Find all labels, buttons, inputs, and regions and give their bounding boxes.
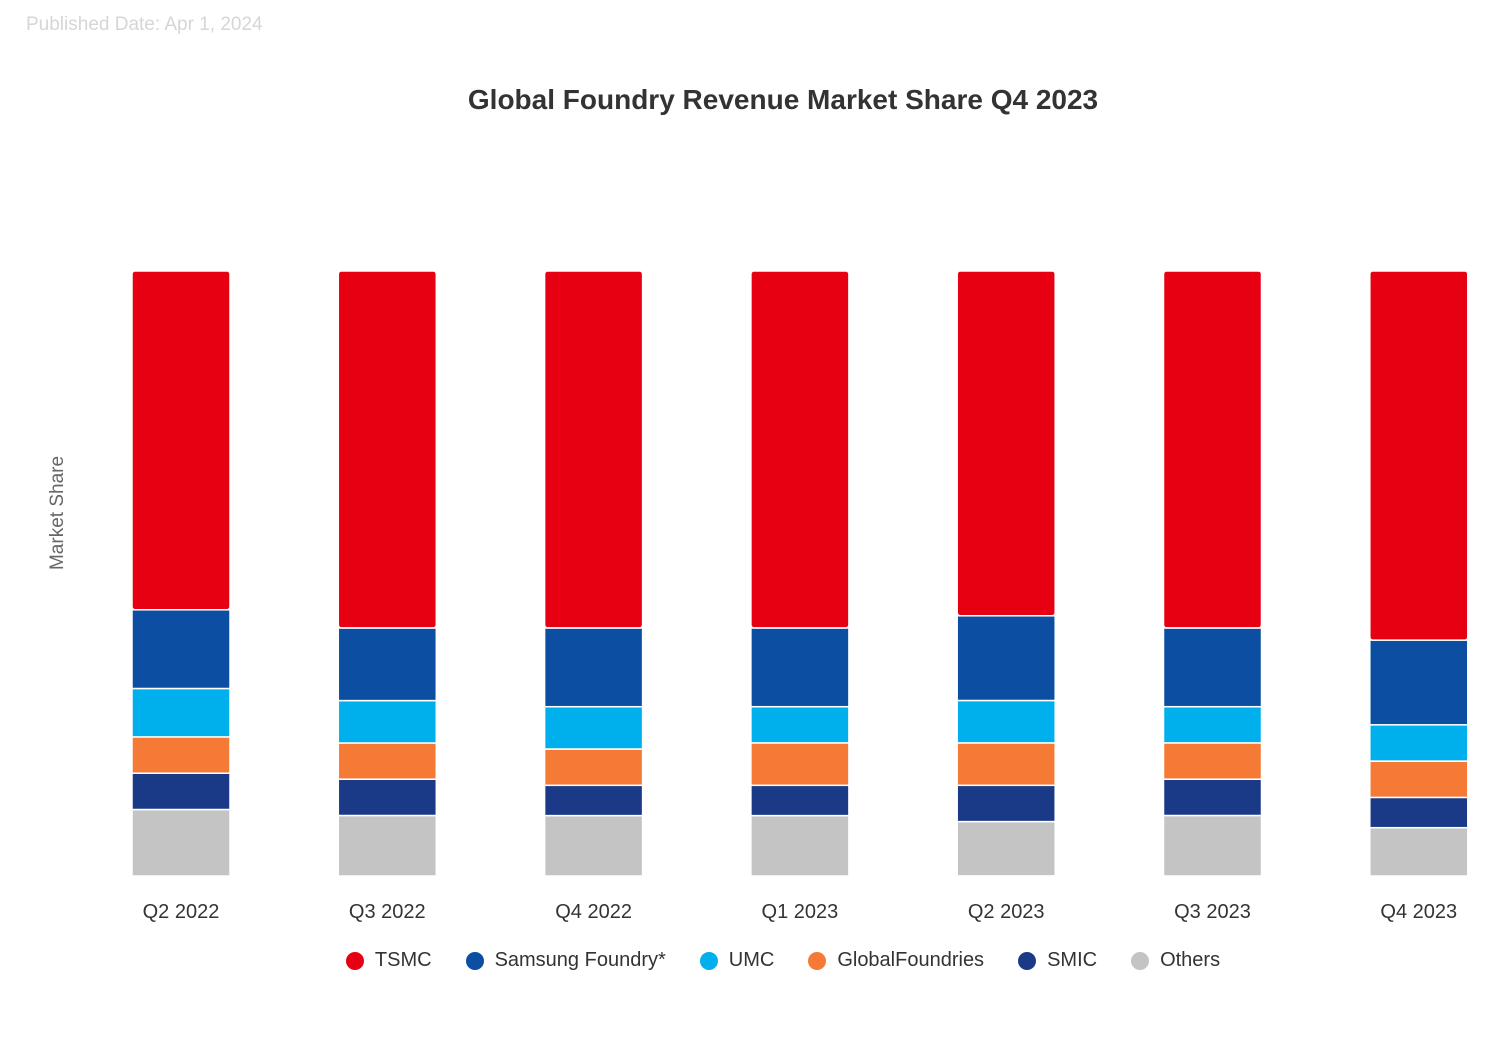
legend-item-smic[interactable]: SMIC [1018, 949, 1097, 972]
legend-label: GlobalFoundries [837, 949, 985, 971]
bar-segment-globalfoundries-q4-2022[interactable] [543, 748, 644, 787]
bar-segment-globalfoundries-q2-2023[interactable] [956, 742, 1056, 787]
bar-segment-umc-q3-2022[interactable] [337, 699, 438, 744]
y-axis-label: Market Share [47, 456, 68, 570]
bar-segment-tsmc-q2-2022[interactable] [131, 270, 231, 611]
legend-swatch [699, 951, 718, 970]
legend-label: TSMC [374, 949, 432, 971]
legend-item-globalfoundries[interactable]: GlobalFoundries [808, 949, 984, 972]
bar-segment-tsmc-q3-2023[interactable] [1162, 270, 1263, 629]
bar-segment-samsung-foundry-q3-2023[interactable] [1162, 627, 1263, 708]
legend-label: Others [1160, 949, 1221, 971]
bar-segment-globalfoundries-q3-2022[interactable] [337, 742, 438, 780]
bar-segment-globalfoundries-q2-2022[interactable] [131, 736, 231, 774]
published-date: Published Date: Apr 1, 2024 [26, 14, 263, 35]
bar-segment-tsmc-q3-2022[interactable] [337, 270, 438, 629]
bar-segment-tsmc-q2-2023[interactable] [956, 270, 1056, 617]
bar-segment-samsung-foundry-q4-2022[interactable] [543, 627, 644, 708]
bar-segment-tsmc-q4-2023[interactable] [1369, 270, 1469, 641]
bar-segment-umc-q2-2022[interactable] [131, 687, 231, 738]
bar-segment-smic-q3-2022[interactable] [337, 778, 438, 817]
bar-segment-others-q2-2023[interactable] [956, 820, 1056, 877]
legend-swatch [1018, 951, 1037, 970]
bar-segment-samsung-foundry-q2-2023[interactable] [956, 615, 1056, 702]
bar-segment-others-q4-2023[interactable] [1369, 826, 1469, 877]
x-tick-label: Q2 2023 [968, 901, 1045, 923]
bar-segment-umc-q4-2023[interactable] [1369, 724, 1469, 762]
bar-segment-smic-q4-2022[interactable] [543, 784, 644, 817]
bar-segment-samsung-foundry-q1-2023[interactable] [750, 627, 850, 708]
bar-segment-globalfoundries-q1-2023[interactable] [750, 742, 850, 787]
bar-segment-globalfoundries-q3-2023[interactable] [1162, 742, 1263, 780]
bar-segment-tsmc-q1-2023[interactable] [750, 270, 850, 629]
legend-item-tsmc[interactable]: TSMC [345, 949, 432, 972]
bar-segment-umc-q1-2023[interactable] [750, 705, 850, 744]
bar-segment-globalfoundries-q4-2023[interactable] [1369, 760, 1469, 799]
legend-item-others[interactable]: Others [1131, 949, 1220, 972]
bars-group [131, 270, 1469, 877]
bar-segment-others-q3-2022[interactable] [337, 814, 438, 877]
bar-segment-umc-q2-2023[interactable] [956, 699, 1056, 744]
legend-label: SMIC [1047, 949, 1098, 971]
legend-swatch [1131, 951, 1150, 970]
bar-segment-others-q2-2022[interactable] [131, 808, 231, 877]
x-tick-label: Q2 2022 [143, 901, 220, 923]
bar-segment-smic-q3-2023[interactable] [1162, 778, 1263, 817]
x-tick-label: Q4 2022 [555, 901, 632, 923]
legend-item-samsung-foundry[interactable]: Samsung Foundry* [465, 949, 666, 972]
bar-segment-smic-q4-2023[interactable] [1369, 796, 1469, 829]
x-tick-label: Q3 2022 [349, 901, 426, 923]
x-tick-label: Q1 2023 [762, 901, 839, 923]
bar-segment-umc-q4-2022[interactable] [543, 705, 644, 750]
bar-segment-smic-q1-2023[interactable] [750, 784, 850, 817]
legend-label: Samsung Foundry* [494, 949, 666, 971]
bar-segment-samsung-foundry-q4-2023[interactable] [1369, 639, 1469, 726]
bar-segment-samsung-foundry-q2-2022[interactable] [131, 609, 231, 690]
bar-segment-samsung-foundry-q3-2022[interactable] [337, 627, 438, 702]
legend-swatch [345, 951, 364, 970]
x-tick-label: Q3 2023 [1174, 901, 1251, 923]
bar-segment-tsmc-q4-2022[interactable] [543, 270, 644, 629]
bar-segment-umc-q3-2023[interactable] [1162, 705, 1263, 744]
legend-swatch [808, 951, 827, 970]
x-tick-labels: Q2 2022 Q3 2022 Q4 2022 Q1 2023 Q2 2023 Q3 20… [143, 901, 1458, 923]
legend-item-umc[interactable]: UMC [699, 949, 775, 972]
bar-segment-smic-q2-2023[interactable] [956, 784, 1056, 823]
bar-segment-others-q4-2022[interactable] [543, 814, 644, 877]
legend-label: UMC [728, 949, 775, 971]
bar-segment-smic-q2-2022[interactable] [131, 772, 231, 811]
chart-title: Global Foundry Revenue Market Share Q4 2… [467, 84, 1099, 115]
legend: TSMC Samsung Foundry* UMC GlobalFoundries SM… [0, 949, 1500, 972]
legend-swatch [465, 951, 484, 970]
x-tick-label: Q4 2023 [1380, 901, 1457, 923]
bar-segment-others-q1-2023[interactable] [750, 814, 850, 877]
bar-segment-others-q3-2023[interactable] [1162, 814, 1263, 877]
